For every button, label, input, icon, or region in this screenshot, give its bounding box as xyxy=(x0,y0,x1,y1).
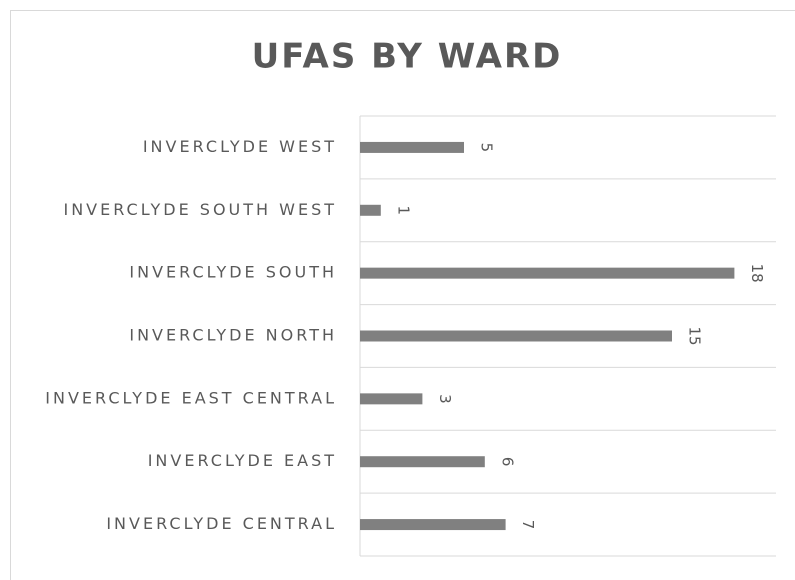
bar xyxy=(360,330,672,342)
bar xyxy=(360,267,735,279)
bar xyxy=(360,393,423,405)
data-label: 1 xyxy=(394,206,412,216)
y-tick-label: INVERCLYDE SOUTH xyxy=(129,263,337,282)
chart-title: UFAS BY WARD xyxy=(252,37,563,77)
y-tick-label: INVERCLYDE SOUTH WEST xyxy=(63,200,337,219)
y-tick-label: INVERCLYDE EAST xyxy=(148,451,337,470)
data-label: 15 xyxy=(686,326,704,345)
chart-border xyxy=(10,10,795,580)
data-label: 6 xyxy=(498,457,516,467)
bar xyxy=(360,456,485,468)
data-label: 7 xyxy=(519,520,537,530)
data-label: 3 xyxy=(436,394,454,404)
data-label: 5 xyxy=(478,143,496,153)
y-tick-label: INVERCLYDE WEST xyxy=(143,137,337,156)
bar xyxy=(360,204,381,216)
bar xyxy=(360,519,506,531)
y-tick-label: INVERCLYDE NORTH xyxy=(129,326,337,345)
y-tick-label: INVERCLYDE CENTRAL xyxy=(106,514,337,533)
bar xyxy=(360,141,464,153)
data-label: 18 xyxy=(748,264,766,283)
y-tick-label: INVERCLYDE EAST CENTRAL xyxy=(45,388,337,407)
